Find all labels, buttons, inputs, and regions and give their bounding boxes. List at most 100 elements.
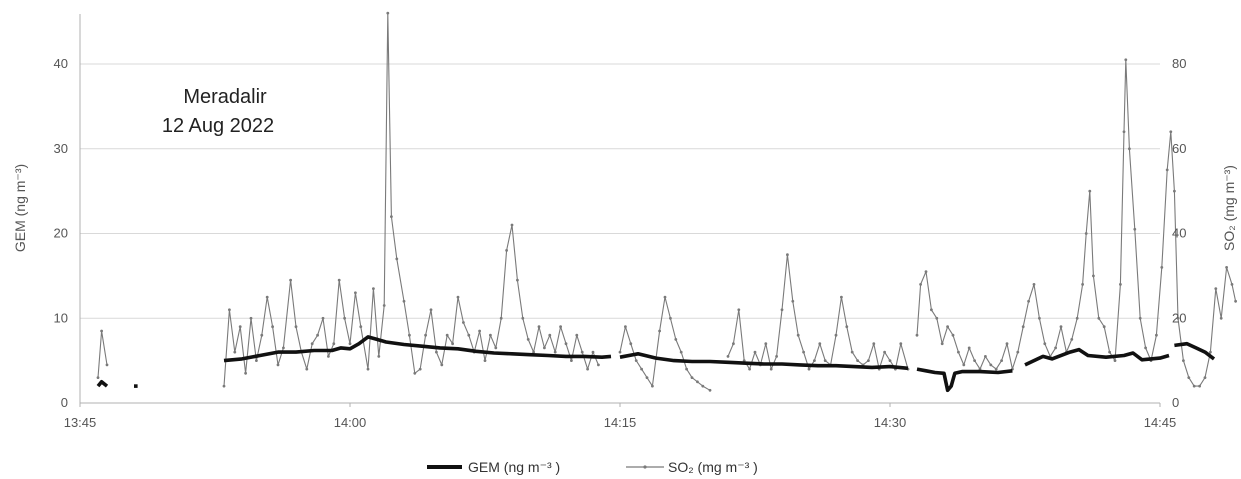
so2-point xyxy=(1084,232,1088,235)
gem-line-segment xyxy=(1024,347,1170,367)
y-right-tick-label: 80 xyxy=(1172,56,1186,71)
so2-point xyxy=(559,325,562,329)
so2-point xyxy=(390,215,393,219)
gem-line-segment xyxy=(96,379,109,388)
so2-point xyxy=(586,367,589,371)
series-layer xyxy=(96,11,1237,393)
so2-point xyxy=(1160,266,1164,269)
so2-point xyxy=(753,350,757,354)
so2-point xyxy=(856,359,859,362)
so2-point xyxy=(1088,189,1092,193)
so2-point xyxy=(467,333,471,337)
so2-point xyxy=(1182,359,1185,362)
so2-point xyxy=(989,363,993,367)
so2-point xyxy=(1192,384,1196,388)
so2-point xyxy=(564,342,568,346)
so2-point xyxy=(748,367,751,371)
so2-point xyxy=(1113,359,1117,362)
so2-line-segment xyxy=(916,59,1237,387)
so2-point xyxy=(244,371,248,375)
so2-point xyxy=(915,333,919,337)
so2-point xyxy=(429,308,433,312)
x-tick-label: 14:00 xyxy=(334,415,367,430)
so2-point xyxy=(382,304,386,307)
y-right-tick-label: 60 xyxy=(1172,141,1186,156)
gem-series xyxy=(96,335,1216,393)
gem-line-segment xyxy=(619,351,909,371)
so2-point xyxy=(532,350,535,354)
so2-point xyxy=(1059,325,1063,329)
so2-point xyxy=(260,333,264,337)
so2-point xyxy=(1124,58,1128,62)
so2-point xyxy=(764,342,768,346)
so2-point xyxy=(624,325,627,329)
so2-point xyxy=(1000,359,1003,362)
so2-point xyxy=(521,316,525,320)
so2-point xyxy=(316,333,319,337)
y-right-tick-label: 40 xyxy=(1172,226,1186,241)
so2-point xyxy=(1128,147,1131,151)
so2-point xyxy=(359,325,363,329)
so2-point xyxy=(708,388,712,392)
so2-point xyxy=(418,367,422,371)
so2-point xyxy=(337,278,341,282)
so2-point xyxy=(1108,350,1111,354)
so2-point xyxy=(1225,266,1228,269)
so2-point xyxy=(978,367,982,371)
so2-point xyxy=(1021,325,1025,329)
so2-point xyxy=(924,270,928,273)
so2-point xyxy=(377,355,381,358)
so2-point xyxy=(1219,316,1223,320)
so2-point xyxy=(888,359,892,362)
so2-point xyxy=(499,316,503,320)
so2-point xyxy=(462,321,465,324)
so2-point xyxy=(516,278,519,282)
so2-point xyxy=(840,295,843,299)
so2-point xyxy=(984,355,987,358)
so2-point xyxy=(228,308,231,312)
legend-gem-label: GEM (ng m⁻³ ) xyxy=(468,459,560,475)
so2-point xyxy=(597,363,600,367)
y-left-tick-label: 0 xyxy=(61,395,68,410)
so2-point xyxy=(386,11,390,15)
so2-point xyxy=(679,350,683,354)
so2-point xyxy=(543,346,546,350)
so2-point xyxy=(651,384,654,388)
so2-point xyxy=(640,367,643,371)
so2-point xyxy=(1203,376,1207,379)
so2-point xyxy=(435,350,438,354)
so2-point xyxy=(867,359,870,362)
so2-point xyxy=(591,350,595,354)
so2-point xyxy=(580,350,584,354)
so2-point xyxy=(935,316,939,320)
so2-point xyxy=(289,278,292,282)
so2-line-segment xyxy=(727,254,909,370)
y-left-tick-label: 10 xyxy=(54,310,68,325)
so2-point xyxy=(818,342,822,346)
so2-point xyxy=(105,363,109,367)
so2-point xyxy=(526,338,530,341)
so2-point xyxy=(348,342,352,346)
gem-line-segment xyxy=(916,367,1013,393)
so2-point xyxy=(1005,342,1009,346)
so2-point xyxy=(1032,283,1036,286)
so2-point xyxy=(690,376,694,379)
legend-so2-label: SO₂ (mg m⁻³ ) xyxy=(668,459,758,475)
y-right-tick-label: 20 xyxy=(1172,310,1186,325)
so2-point xyxy=(807,367,811,371)
so2-point xyxy=(899,342,903,346)
so2-point xyxy=(1081,283,1084,286)
y-left-tick-label: 30 xyxy=(54,141,68,156)
so2-point xyxy=(957,350,960,354)
so2-point xyxy=(726,355,730,358)
so2-point xyxy=(813,359,816,362)
so2-point xyxy=(796,333,800,337)
so2-point xyxy=(732,342,735,346)
so2-point xyxy=(823,359,827,362)
so2-point xyxy=(769,367,773,371)
so2-point xyxy=(276,363,280,367)
so2-point xyxy=(1209,350,1212,354)
so2-point xyxy=(271,325,274,329)
so2-point xyxy=(1230,283,1234,286)
chart-annotation-site: Meradalir xyxy=(183,86,267,108)
